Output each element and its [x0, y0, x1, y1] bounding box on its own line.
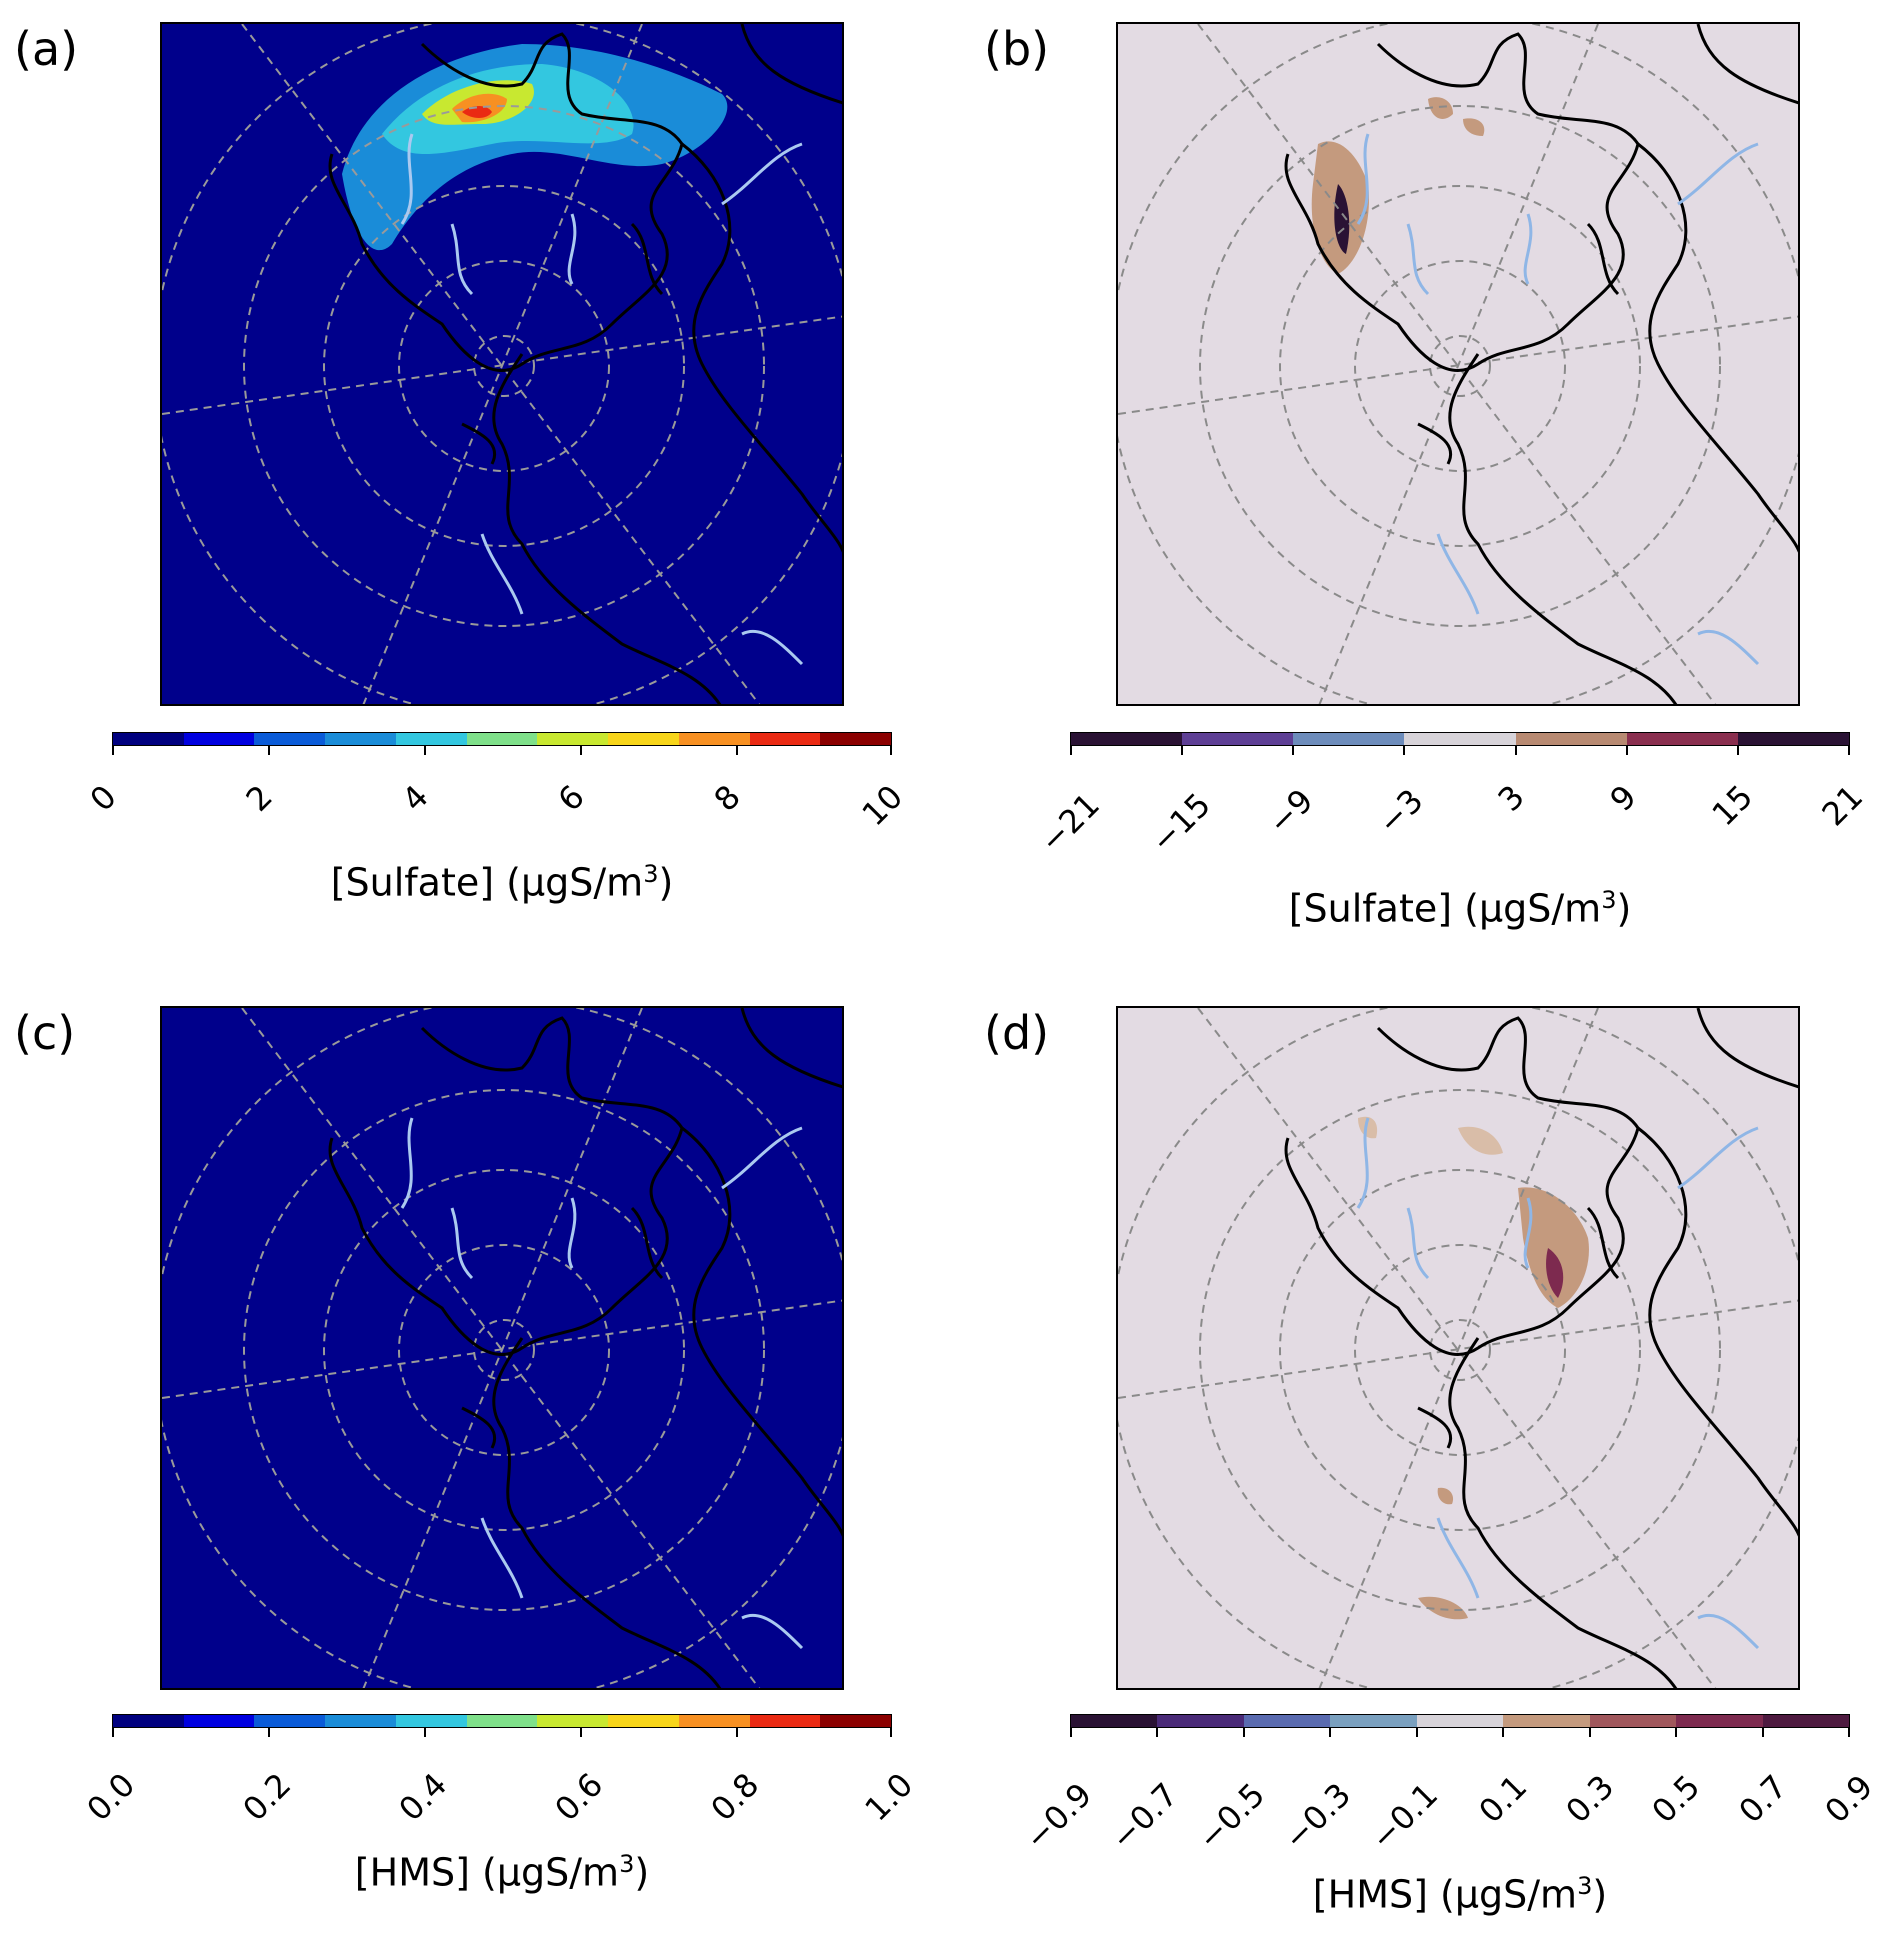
panel-d-letter: (d) [984, 1006, 1050, 1060]
panel-b-letter: (b) [984, 22, 1050, 76]
panel-b-colorbar-label: [Sulfate] (μgS/m3) [1288, 886, 1632, 931]
panel-b-ticks: −21 −15 −9 −3 3 9 15 21 [1032, 746, 1870, 860]
panel-a-map [160, 22, 844, 706]
panel-a-tick-label: 4 [394, 777, 436, 819]
panel-d-map-svg [1118, 1008, 1798, 1688]
panel-c-tick-label: 0.4 [391, 1765, 455, 1829]
panel-d-tick-label: −0.5 [1190, 1775, 1273, 1858]
panel-a-tick-label: 8 [706, 777, 748, 819]
panel-c-colorbar-label: [HMS] (μgS/m3) [354, 1850, 650, 1895]
panel-c-ticks: 0.0 0.2 0.4 0.6 0.8 1.0 [79, 1728, 920, 1838]
panel-d-tick-label: −0.3 [1276, 1775, 1359, 1858]
panel-b-tick-label: −9 [1260, 781, 1321, 842]
panel-b-tick-label: 3 [1490, 777, 1532, 819]
panel-b-map [1116, 22, 1800, 706]
panel-d-tick-label: 0.5 [1644, 1767, 1708, 1831]
panel-a-ticks: 0 2 4 6 8 10 [83, 746, 910, 856]
panel-a-map-svg [162, 24, 842, 704]
panel-d-tick-label: −0.1 [1363, 1775, 1446, 1858]
panel-b-tick-label: 21 [1814, 777, 1871, 834]
panel-b-colorbar [1070, 732, 1850, 746]
panel-a-letter: (a) [14, 22, 79, 76]
panel-c-colorbar [112, 1714, 892, 1728]
panel-d-colorbar [1070, 1714, 1850, 1728]
panel-a-colorbar [112, 732, 892, 746]
panel-d-ticks: −0.9 −0.7 −0.5 −0.3 −0.1 0.1 0.3 0.5 0.7… [1017, 1728, 1880, 1857]
panel-b-map-svg [1118, 24, 1798, 704]
panel-c-map-svg [162, 1008, 842, 1688]
panel-d-tick-label: −0.7 [1103, 1775, 1186, 1858]
panel-d-colorbar-label: [HMS] (μgS/m3) [1312, 1872, 1608, 1917]
panel-a-tick-label: 2 [238, 777, 280, 819]
panel-b-tick-label: 15 [1704, 777, 1761, 834]
panel-b-tick-label: −3 [1370, 781, 1431, 842]
panel-c-tick-label: 0.8 [703, 1765, 767, 1829]
panel-c-tick-label: 0.2 [235, 1765, 299, 1829]
panel-d-map [1116, 1006, 1800, 1690]
panel-c-tick-label: 0.0 [79, 1765, 143, 1829]
panel-c-tick-label: 1.0 [857, 1765, 921, 1829]
panel-c-letter: (c) [14, 1006, 76, 1060]
panel-d-tick-label: 0.3 [1558, 1767, 1622, 1831]
panel-d-tick-label: 0.7 [1731, 1767, 1795, 1831]
panel-a-tick-label: 10 [854, 777, 911, 834]
panel-d-tick-label: 0.9 [1817, 1767, 1881, 1831]
panel-c-map [160, 1006, 844, 1690]
panel-d-tick-label: 0.1 [1471, 1767, 1535, 1831]
panel-a-tick-label: 0 [82, 777, 124, 819]
panel-b-tick-label: −21 [1032, 785, 1107, 861]
panel-a-tick-label: 6 [550, 777, 592, 819]
panel-d-tick-label: −0.9 [1017, 1775, 1100, 1858]
panel-b-tick-label: 9 [1602, 777, 1644, 819]
panel-a-colorbar-label: [Sulfate] (μgS/m3) [330, 860, 674, 905]
panel-c-tick-label: 0.6 [547, 1765, 611, 1829]
panel-b-tick-label: −15 [1143, 785, 1218, 861]
